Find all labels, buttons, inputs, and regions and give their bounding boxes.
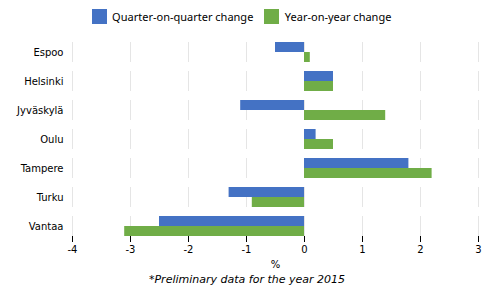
svg-text:Helsinki: Helsinki (24, 76, 63, 87)
svg-text:Vantaa: Vantaa (29, 221, 64, 232)
svg-text:-1: -1 (242, 244, 252, 255)
svg-text:Espoo: Espoo (33, 47, 63, 58)
svg-text:%: % (271, 259, 281, 270)
svg-text:Oulu: Oulu (40, 134, 63, 145)
svg-text:-3: -3 (126, 244, 136, 255)
svg-text:Turku: Turku (36, 192, 64, 203)
svg-text:Jyväskylä: Jyväskylä (16, 105, 63, 116)
svg-text:Tampere: Tampere (20, 163, 64, 174)
svg-text:-2: -2 (184, 244, 194, 255)
svg-text:-4: -4 (68, 244, 78, 255)
svg-text:1: 1 (359, 244, 365, 255)
svg-text:3: 3 (475, 244, 481, 255)
svg-text:0: 0 (301, 244, 307, 255)
html-text:Quarter-on-quarter change: Quarter-on-quarter change (112, 9, 254, 24)
html-text:*Preliminary data for the year: *Preliminary data for the year 2015 (149, 273, 345, 286)
html-text:Year-on-year change: Year-on-year change (284, 9, 392, 24)
svg-text:2: 2 (417, 244, 423, 255)
